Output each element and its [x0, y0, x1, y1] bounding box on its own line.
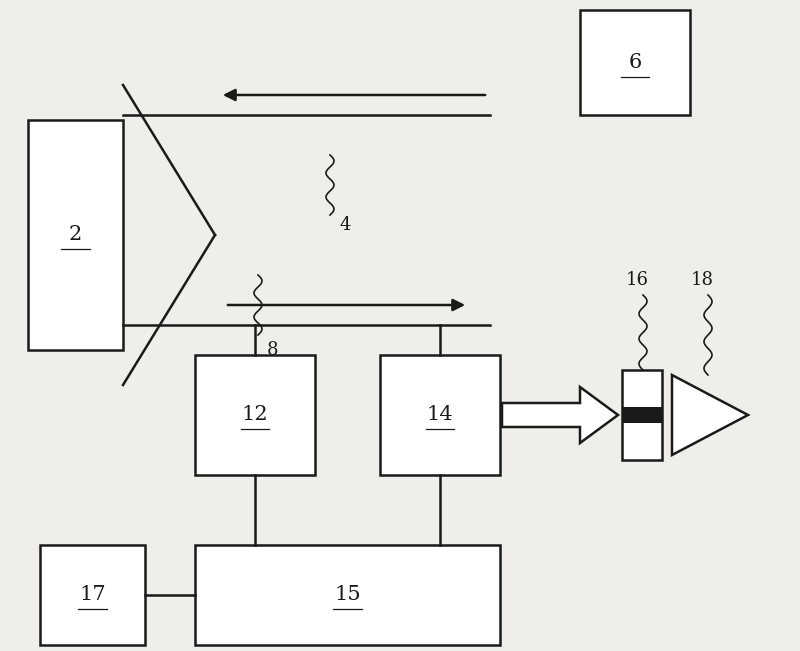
Text: 4: 4 [339, 216, 350, 234]
Text: 15: 15 [334, 585, 361, 605]
Bar [622, 370, 662, 460]
Text: 2: 2 [69, 225, 82, 245]
Bar [622, 407, 662, 423]
Text: 18: 18 [690, 271, 714, 289]
Text: 8: 8 [266, 341, 278, 359]
Bar [40, 545, 145, 645]
Text: 17: 17 [79, 585, 106, 605]
Text: 14: 14 [426, 406, 454, 424]
Bar [28, 120, 123, 350]
Polygon shape [672, 375, 748, 455]
Polygon shape [502, 387, 618, 443]
Text: 16: 16 [626, 271, 649, 289]
Bar [195, 355, 315, 475]
Bar [195, 545, 500, 645]
Text: 6: 6 [628, 53, 642, 72]
Bar [380, 355, 500, 475]
Bar [580, 10, 690, 115]
Text: 12: 12 [242, 406, 268, 424]
